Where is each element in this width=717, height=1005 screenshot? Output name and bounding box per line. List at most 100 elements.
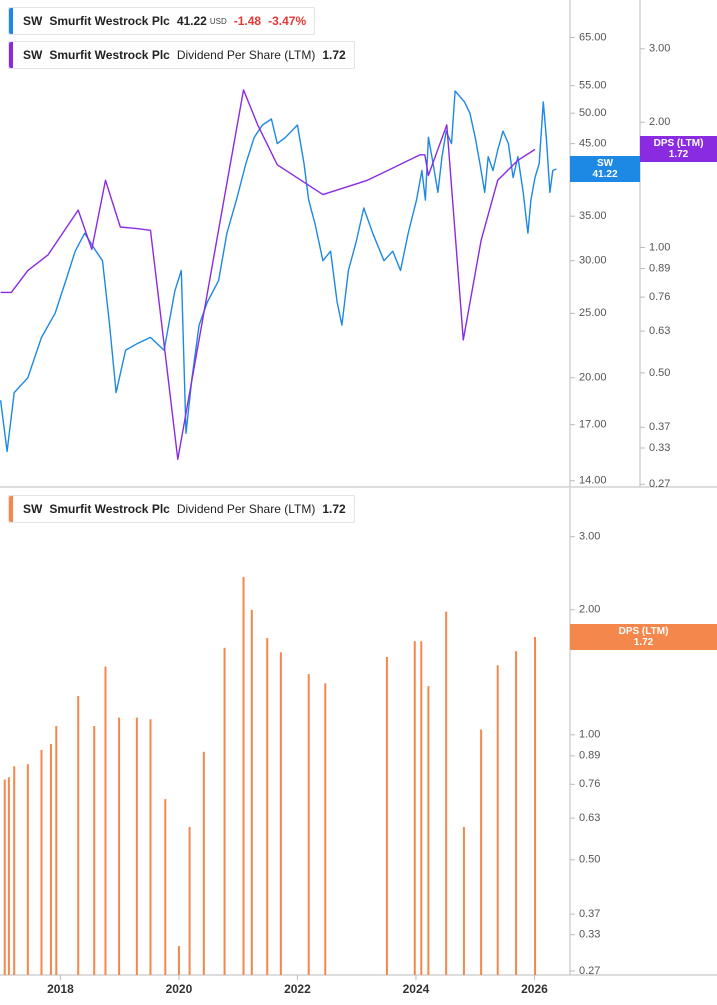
y-tick-label: 0.27: [649, 478, 670, 490]
badge-label: SW: [596, 157, 614, 169]
x-tick-label: 2022: [284, 982, 311, 996]
plot-area: [0, 89, 557, 460]
bar: [279, 652, 282, 975]
legend-change-pct: -3.47%: [268, 14, 307, 28]
y-tick-label: 0.37: [579, 908, 600, 920]
y-tick-label: 35.00: [579, 210, 607, 222]
bar: [26, 764, 29, 975]
legend-name: Smurfit Westrock Plc: [49, 14, 170, 28]
badge-value: 1.72: [668, 149, 689, 161]
y-tick-label: 0.76: [649, 291, 670, 303]
bar: [445, 611, 448, 975]
bar: [462, 826, 465, 975]
legend-last: 1.72: [322, 48, 346, 62]
y-tick-label: 0.27: [579, 965, 600, 977]
y-tick-label: 30.00: [579, 255, 607, 267]
bar: [149, 719, 152, 975]
y-tick-label: 14.00: [579, 475, 607, 487]
x-tick-label: 2026: [521, 982, 548, 996]
bar: [266, 638, 269, 975]
bar: [515, 651, 518, 975]
badge-label: DPS (LTM): [618, 626, 669, 638]
y-tick-label: 50.00: [579, 107, 607, 119]
bar: [93, 726, 96, 975]
x-tick-label: 2020: [166, 982, 193, 996]
bar: [55, 726, 58, 975]
legend: SW Smurfit Westrock Plc Dividend Per Share…: [8, 495, 355, 523]
bar: [40, 749, 43, 975]
bar: [496, 665, 499, 975]
last-value-badge: DPS (LTM) 1.72: [570, 624, 717, 651]
legend-company: Smurfit Westrock Plc: [49, 502, 170, 516]
y-tick-label: 0.76: [579, 778, 600, 790]
y-tick-label: 0.89: [649, 262, 670, 274]
bar: [385, 656, 388, 975]
y-tick-label: 0.63: [649, 325, 670, 337]
bar: [7, 777, 10, 975]
bar: [202, 751, 205, 975]
bar: [480, 729, 483, 975]
x-tick-label: 2018: [47, 982, 74, 996]
legend-ticker: SW: [23, 502, 43, 516]
y-tick-label: 0.50: [579, 854, 600, 866]
y-tick-label: 55.00: [579, 80, 607, 92]
y-tick-label: 2.00: [649, 116, 670, 128]
legend-last: 1.72: [322, 502, 346, 516]
badge-value: 41.22: [592, 168, 618, 180]
y-tick-label: 0.63: [579, 812, 600, 824]
last-value-badge: DPS (LTM) 1.72: [640, 136, 717, 163]
legend-name: Dividend Per Share (LTM): [176, 48, 316, 62]
y-tick-label: 0.33: [579, 929, 600, 941]
y-tick-label: 17.00: [579, 419, 607, 431]
legend-currency: USD: [209, 16, 227, 26]
bar: [223, 647, 226, 975]
y-tick-label: 2.00: [579, 604, 600, 616]
badge-value: 1.72: [633, 637, 654, 649]
bar: [188, 826, 191, 975]
bar: [242, 576, 245, 975]
legend-last: 41.22: [176, 14, 207, 28]
plot-area: [3, 576, 537, 975]
bar: [307, 674, 310, 975]
legend: SW Smurfit Westrock Plc 41.22 USD -1.48 -3.47…: [8, 7, 316, 35]
bar: [77, 696, 80, 975]
legend-swatch: [9, 42, 13, 68]
legend-company: Smurfit Westrock Plc: [49, 48, 170, 62]
y-tick-label: 1.00: [649, 241, 670, 253]
y-tick-label: 65.00: [579, 31, 607, 43]
legend-change: -1.48: [233, 14, 262, 28]
bar: [250, 609, 253, 975]
series-line: [0, 89, 536, 460]
y-tick-label: 0.37: [649, 421, 670, 433]
bar: [118, 717, 121, 975]
legend-ticker: SW: [23, 14, 43, 28]
legend-ticker: SW: [23, 48, 43, 62]
y-tick-label: 0.50: [649, 367, 670, 379]
legend-swatch: [9, 8, 13, 34]
y-tick-label: 3.00: [649, 43, 670, 55]
bar: [3, 779, 6, 975]
bar: [135, 717, 138, 975]
y-tick-label: 25.00: [579, 307, 607, 319]
y-tick-label: 45.00: [579, 138, 607, 150]
bar: [534, 637, 537, 975]
badge-label: DPS (LTM): [653, 138, 704, 150]
bar: [324, 683, 327, 975]
bar: [177, 946, 180, 975]
bar: [413, 641, 416, 975]
y-tick-label: 20.00: [579, 372, 607, 384]
y-tick-label: 0.33: [649, 442, 670, 454]
x-tick-label: 2024: [403, 982, 430, 996]
bar: [13, 766, 16, 975]
legend: SW Smurfit Westrock Plc Dividend Per Share…: [8, 41, 355, 69]
y-tick-label: 0.89: [579, 750, 600, 762]
legend-name: Dividend Per Share (LTM): [176, 502, 316, 516]
bar: [49, 744, 52, 975]
legend-swatch: [9, 496, 13, 522]
bar: [164, 799, 167, 975]
bar: [420, 641, 423, 975]
bar: [104, 666, 107, 975]
series-line: [0, 90, 557, 453]
